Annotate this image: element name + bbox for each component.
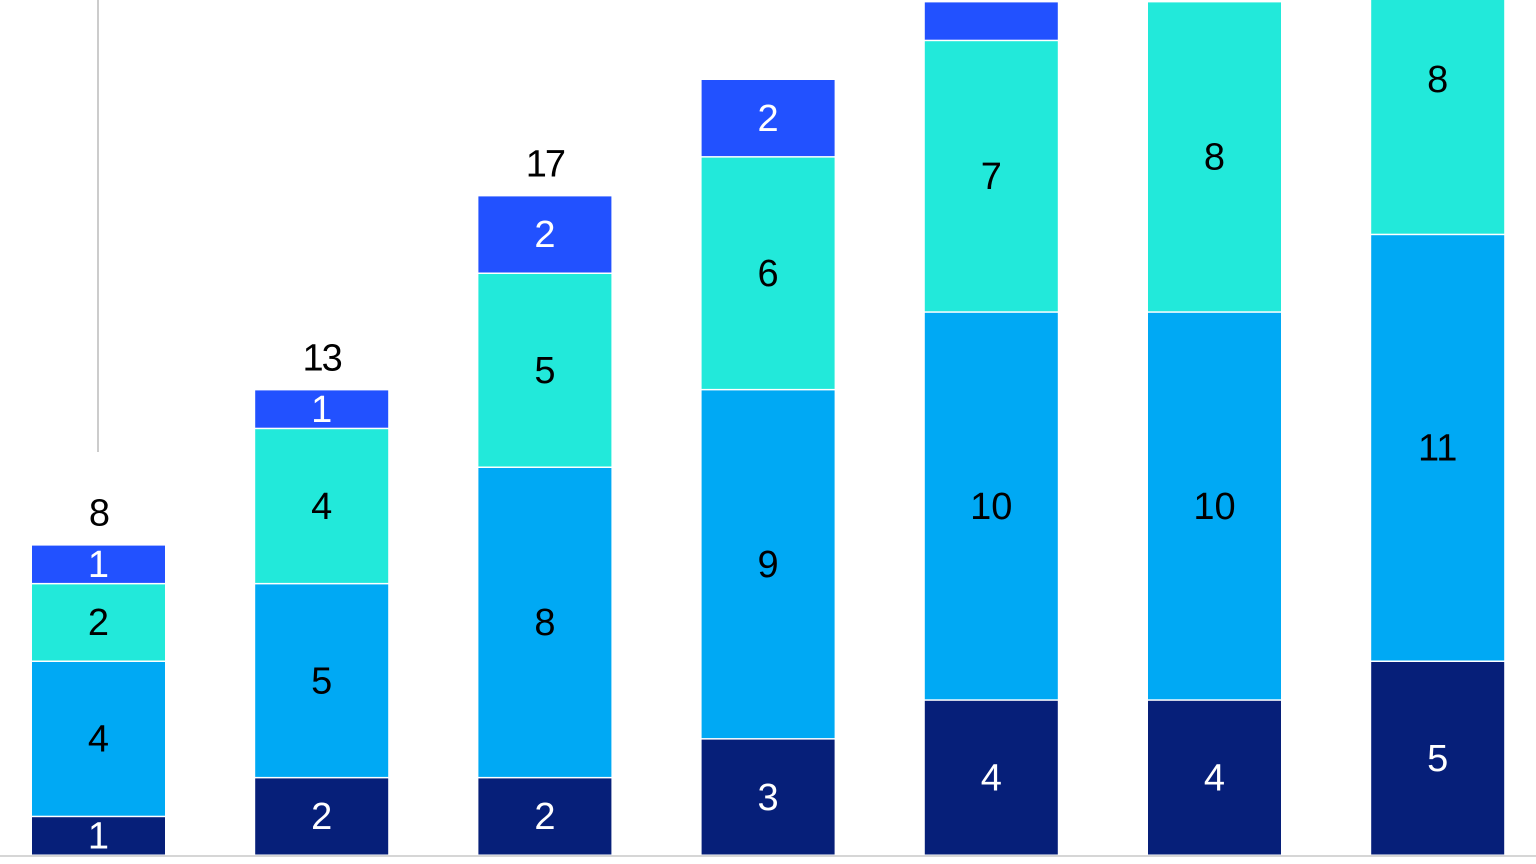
- segment-value-label: 7: [981, 156, 1002, 198]
- labels-group: 1 4 2 1 8 2 5 4 1 13 2 8 5 2 17 3 9 6 2 4 10 7 4 10 8 5 11 8: [88, 59, 1457, 858]
- segment-value-label: 5: [311, 660, 332, 702]
- bar-segment: [701, 80, 835, 157]
- bar-segment: [1148, 700, 1281, 855]
- segment-value-label: 6: [758, 253, 779, 295]
- bar-segment: [255, 584, 389, 777]
- bar-segment: [924, 2, 1058, 40]
- bar-segment: [701, 739, 835, 855]
- segment-value-label: 8: [1204, 137, 1225, 179]
- segment-value-label: 1: [311, 389, 332, 431]
- bar-segment: [32, 584, 165, 661]
- segment-value-label: 11: [1418, 428, 1457, 470]
- segment-value-label: 5: [534, 350, 555, 392]
- bar-segment: [701, 390, 835, 739]
- segment-value-label: 8: [534, 602, 555, 644]
- bar-segment: [1148, 312, 1281, 700]
- bar-segment: [1148, 2, 1281, 312]
- bar-segment: [255, 429, 389, 583]
- segment-value-label: 2: [758, 98, 779, 140]
- bar-total-label: 8: [89, 493, 109, 535]
- segment-value-label: 4: [88, 719, 109, 761]
- bar-segment: [924, 700, 1058, 855]
- bar-segment: [1371, 235, 1505, 661]
- segment-value-label: 4: [981, 757, 1002, 799]
- segment-value-label: 2: [88, 602, 109, 644]
- bar-segment: [255, 390, 389, 428]
- segment-value-label: 1: [88, 816, 109, 858]
- bar-segment: [701, 157, 835, 389]
- bar-segment: [32, 662, 165, 816]
- segment-value-label: 4: [1204, 757, 1225, 799]
- bar-segment: [478, 196, 612, 273]
- bar-segment: [478, 468, 612, 777]
- segment-value-label: 2: [311, 796, 332, 838]
- bar-total-label: 13: [303, 337, 342, 379]
- bar-segment: [924, 312, 1058, 700]
- segment-value-label: 9: [758, 544, 779, 586]
- bar-segment: [478, 274, 612, 467]
- bar-segment: [1371, 0, 1505, 234]
- segment-value-label: 10: [1193, 486, 1235, 528]
- bars-group: [32, 0, 1505, 855]
- segment-value-label: 1: [88, 544, 109, 586]
- segment-value-label: 8: [1427, 59, 1448, 101]
- bar-segment: [32, 545, 165, 583]
- bar-segment: [32, 817, 165, 855]
- bar-segment: [478, 778, 612, 855]
- bar-segment: [924, 41, 1058, 312]
- bar-segment: [255, 778, 389, 855]
- segment-value-label: 5: [1427, 738, 1448, 780]
- bar-total-label: 17: [526, 143, 565, 185]
- segment-value-label: 2: [534, 214, 555, 256]
- segment-value-label: 4: [311, 486, 332, 528]
- bar-segment: [1371, 662, 1505, 855]
- segment-value-label: 2: [534, 796, 555, 838]
- segment-value-label: 3: [758, 777, 779, 819]
- segment-value-label: 10: [970, 486, 1012, 528]
